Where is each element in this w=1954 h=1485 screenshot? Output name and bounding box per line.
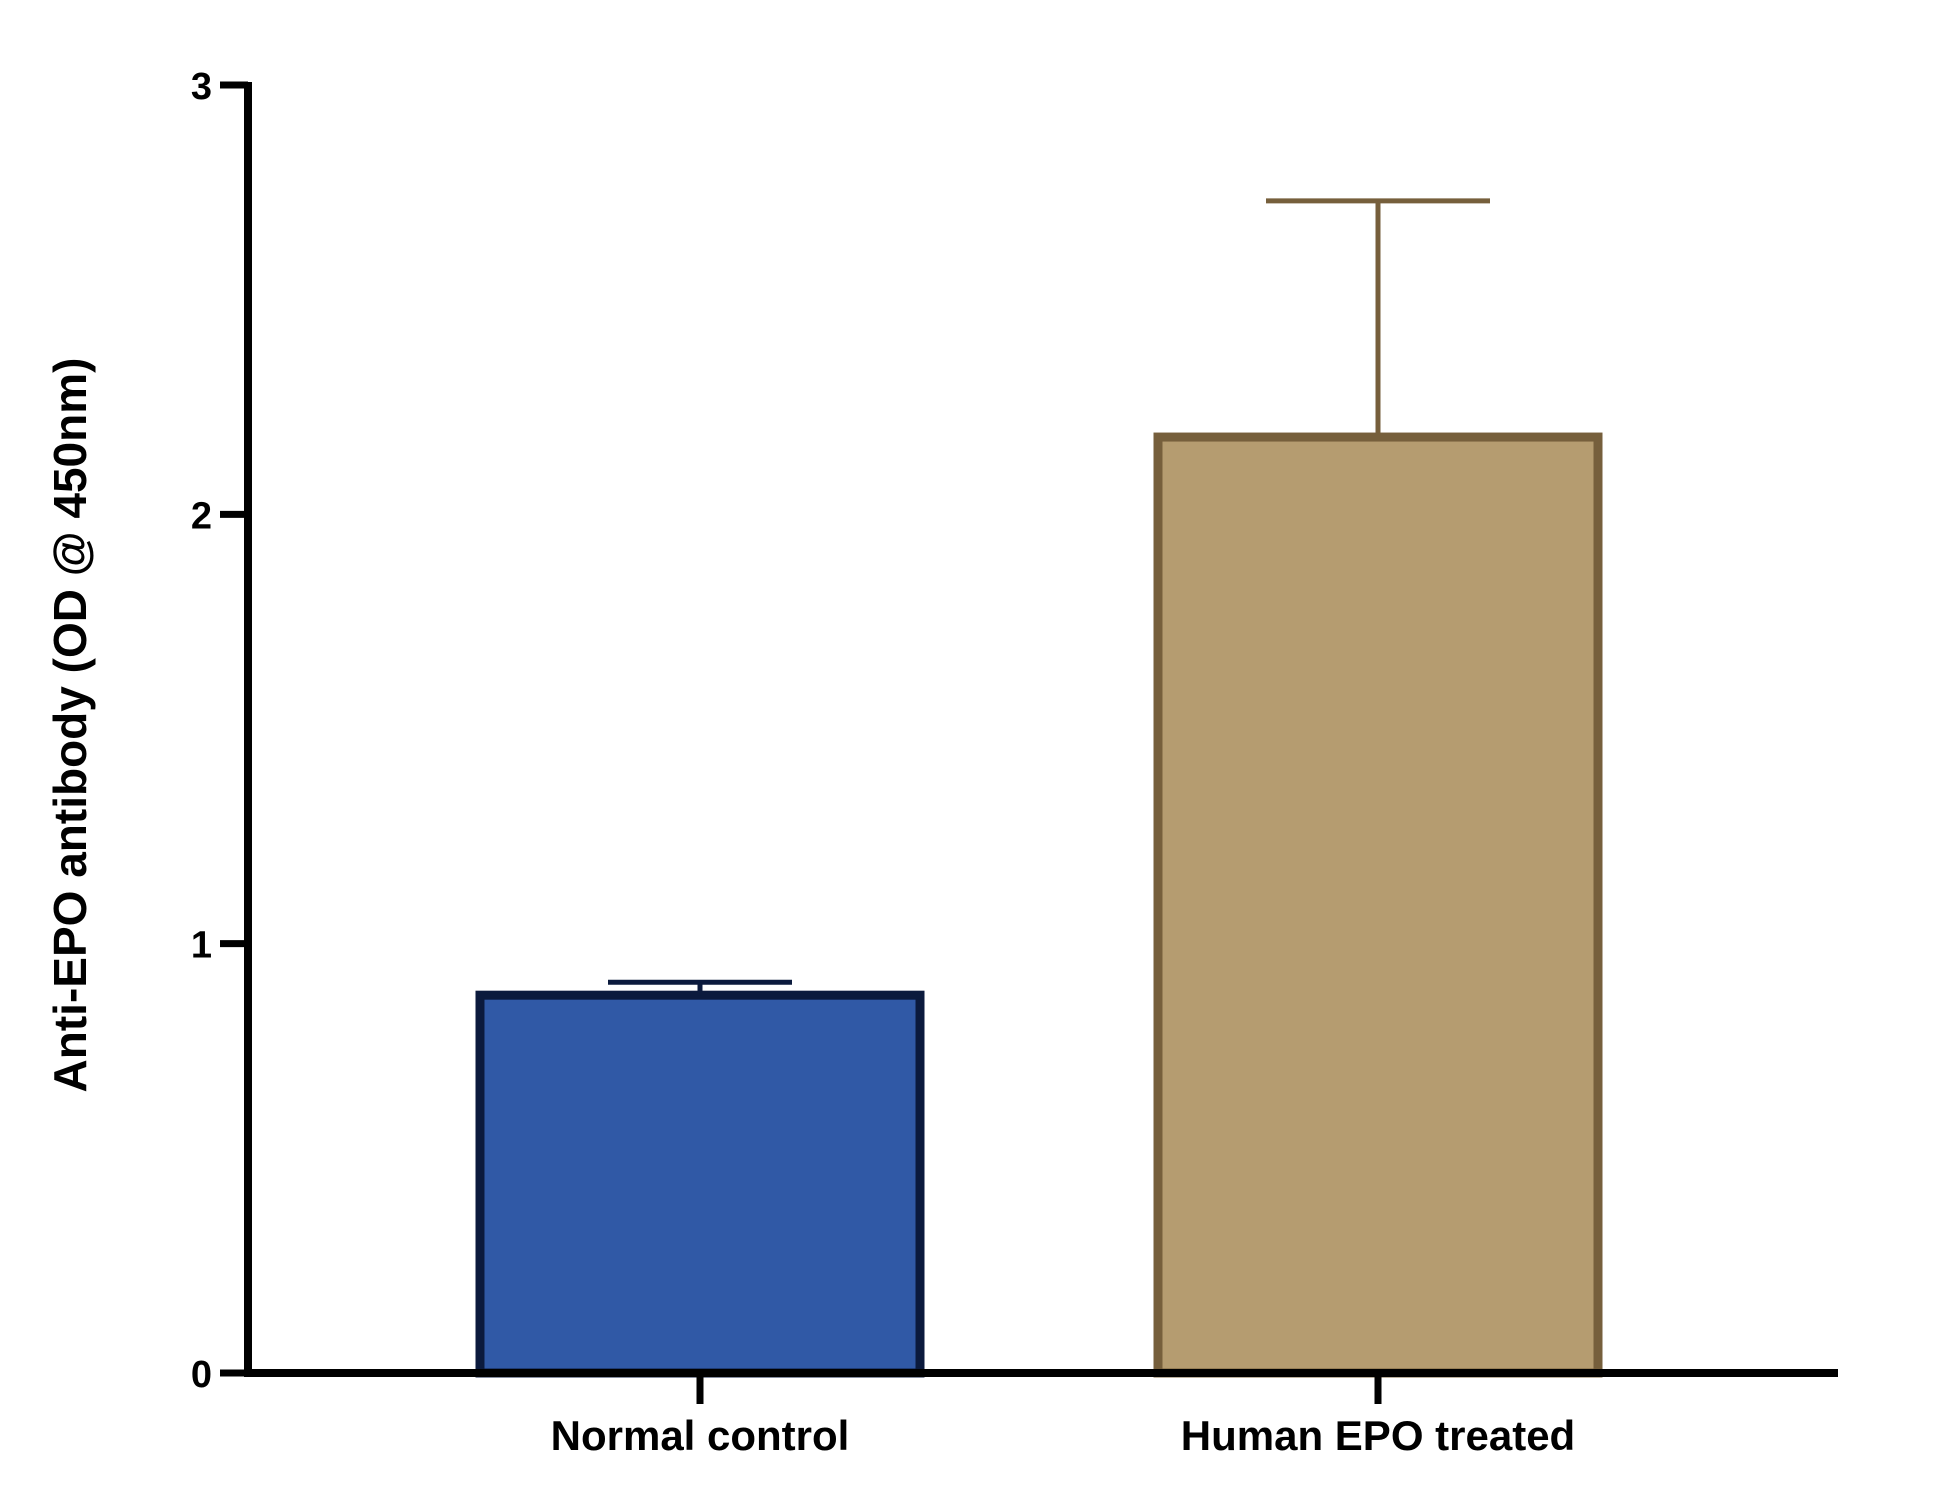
error-bars-layer [608,198,1490,996]
y-tick-label-3: 3 [191,66,212,108]
y-tick-label-2: 2 [191,495,212,537]
labels-layer: Normal control Human EPO treated 0 1 2 3 [191,66,1575,1459]
y-tick-label-0: 0 [191,1354,212,1396]
bar-1 [1153,432,1603,1378]
y-tick-label-1: 1 [191,925,212,967]
bars-layer [475,432,1603,1378]
x-tick-label-0: Normal control [551,1412,850,1459]
y-axis-title: Anti-EPO antibody (OD @ 450nm) [44,358,96,1093]
bar-0 [475,990,925,1378]
x-tick-label-1: Human EPO treated [1181,1412,1575,1459]
axes-layer [220,81,1838,1404]
